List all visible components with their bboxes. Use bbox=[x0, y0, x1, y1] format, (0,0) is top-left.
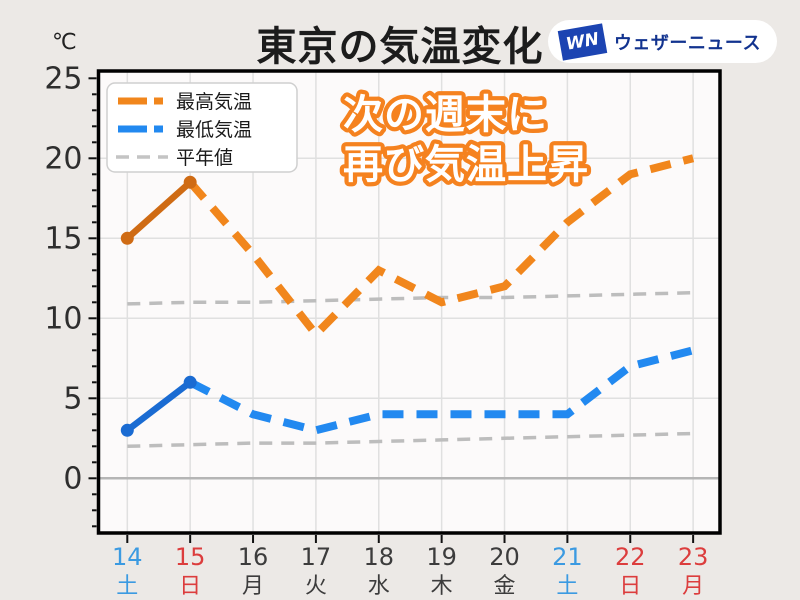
x-day-label: 20 bbox=[489, 543, 520, 571]
max-temp-line bbox=[120, 154, 695, 341]
normal-low-line bbox=[127, 431, 694, 449]
page-title: 東京の気温変化 bbox=[256, 24, 544, 70]
x-day-label: 21 bbox=[552, 543, 583, 571]
max-temp-line-observed-solid bbox=[124, 179, 194, 242]
min-temp-line-marker bbox=[183, 375, 197, 389]
wn-logo-icon: WN bbox=[557, 22, 608, 61]
y-tick-label: 25 bbox=[44, 61, 82, 96]
min-temp-line-observed-solid bbox=[124, 379, 194, 434]
y-tick-label: 0 bbox=[63, 461, 82, 496]
x-day-label: 22 bbox=[615, 543, 646, 571]
y-tick-label: 10 bbox=[44, 301, 82, 336]
legend-label: 最高気温 bbox=[176, 91, 252, 113]
y-tick-label: 15 bbox=[44, 221, 82, 256]
legend-label: 最低気温 bbox=[176, 119, 252, 141]
y-axis-labels: 0 5 10 15 20 25 bbox=[44, 61, 82, 496]
annotation-text: 再び気温上昇 bbox=[343, 142, 589, 188]
x-weekday-label: 火 bbox=[305, 574, 327, 599]
logo-brand-text: ウェザーニュース bbox=[613, 32, 761, 54]
x-day-label: 18 bbox=[364, 543, 395, 571]
x-day-label: 15 bbox=[175, 543, 206, 571]
x-weekday-label: 日 bbox=[179, 574, 201, 599]
x-day-label: 14 bbox=[112, 543, 143, 571]
weathernews-logo: WN ウェザーニュース bbox=[547, 20, 777, 63]
min-temp-line bbox=[120, 346, 695, 437]
x-weekday-label: 土 bbox=[556, 574, 578, 599]
x-day-label: 17 bbox=[301, 543, 332, 571]
x-weekday-label: 月 bbox=[682, 574, 704, 599]
temperature-unit-label: ℃ bbox=[52, 30, 77, 55]
y-tick-label: 5 bbox=[63, 381, 82, 416]
x-axis-labels: 14 土 15 日 16 月 17 火 18 水 19 木 20 金 21 土 22 日 23 月 bbox=[112, 543, 708, 599]
x-weekday-label: 水 bbox=[368, 574, 390, 599]
legend-label: 平年値 bbox=[176, 147, 233, 169]
y-tick-label: 20 bbox=[44, 141, 82, 176]
legend-box bbox=[106, 82, 298, 173]
x-weekday-label: 月 bbox=[242, 574, 264, 599]
x-weekday-label: 日 bbox=[619, 574, 641, 599]
axis-ticks bbox=[88, 77, 695, 543]
x-day-label: 23 bbox=[678, 543, 709, 571]
max-temp-line-forecast-dashed bbox=[187, 154, 695, 341]
plot-border bbox=[96, 69, 722, 535]
max-temp-line-marker bbox=[183, 175, 197, 189]
min-temp-line-marker bbox=[120, 423, 134, 437]
x-weekday-label: 木 bbox=[431, 574, 453, 599]
normal-high-line bbox=[127, 290, 694, 306]
max-temp-line-marker bbox=[120, 231, 134, 245]
x-day-label: 19 bbox=[426, 543, 457, 571]
x-day-label: 16 bbox=[238, 543, 269, 571]
x-weekday-label: 土 bbox=[116, 574, 138, 599]
annotation-text: 次の週末に bbox=[343, 92, 548, 138]
x-weekday-label: 金 bbox=[494, 574, 516, 599]
